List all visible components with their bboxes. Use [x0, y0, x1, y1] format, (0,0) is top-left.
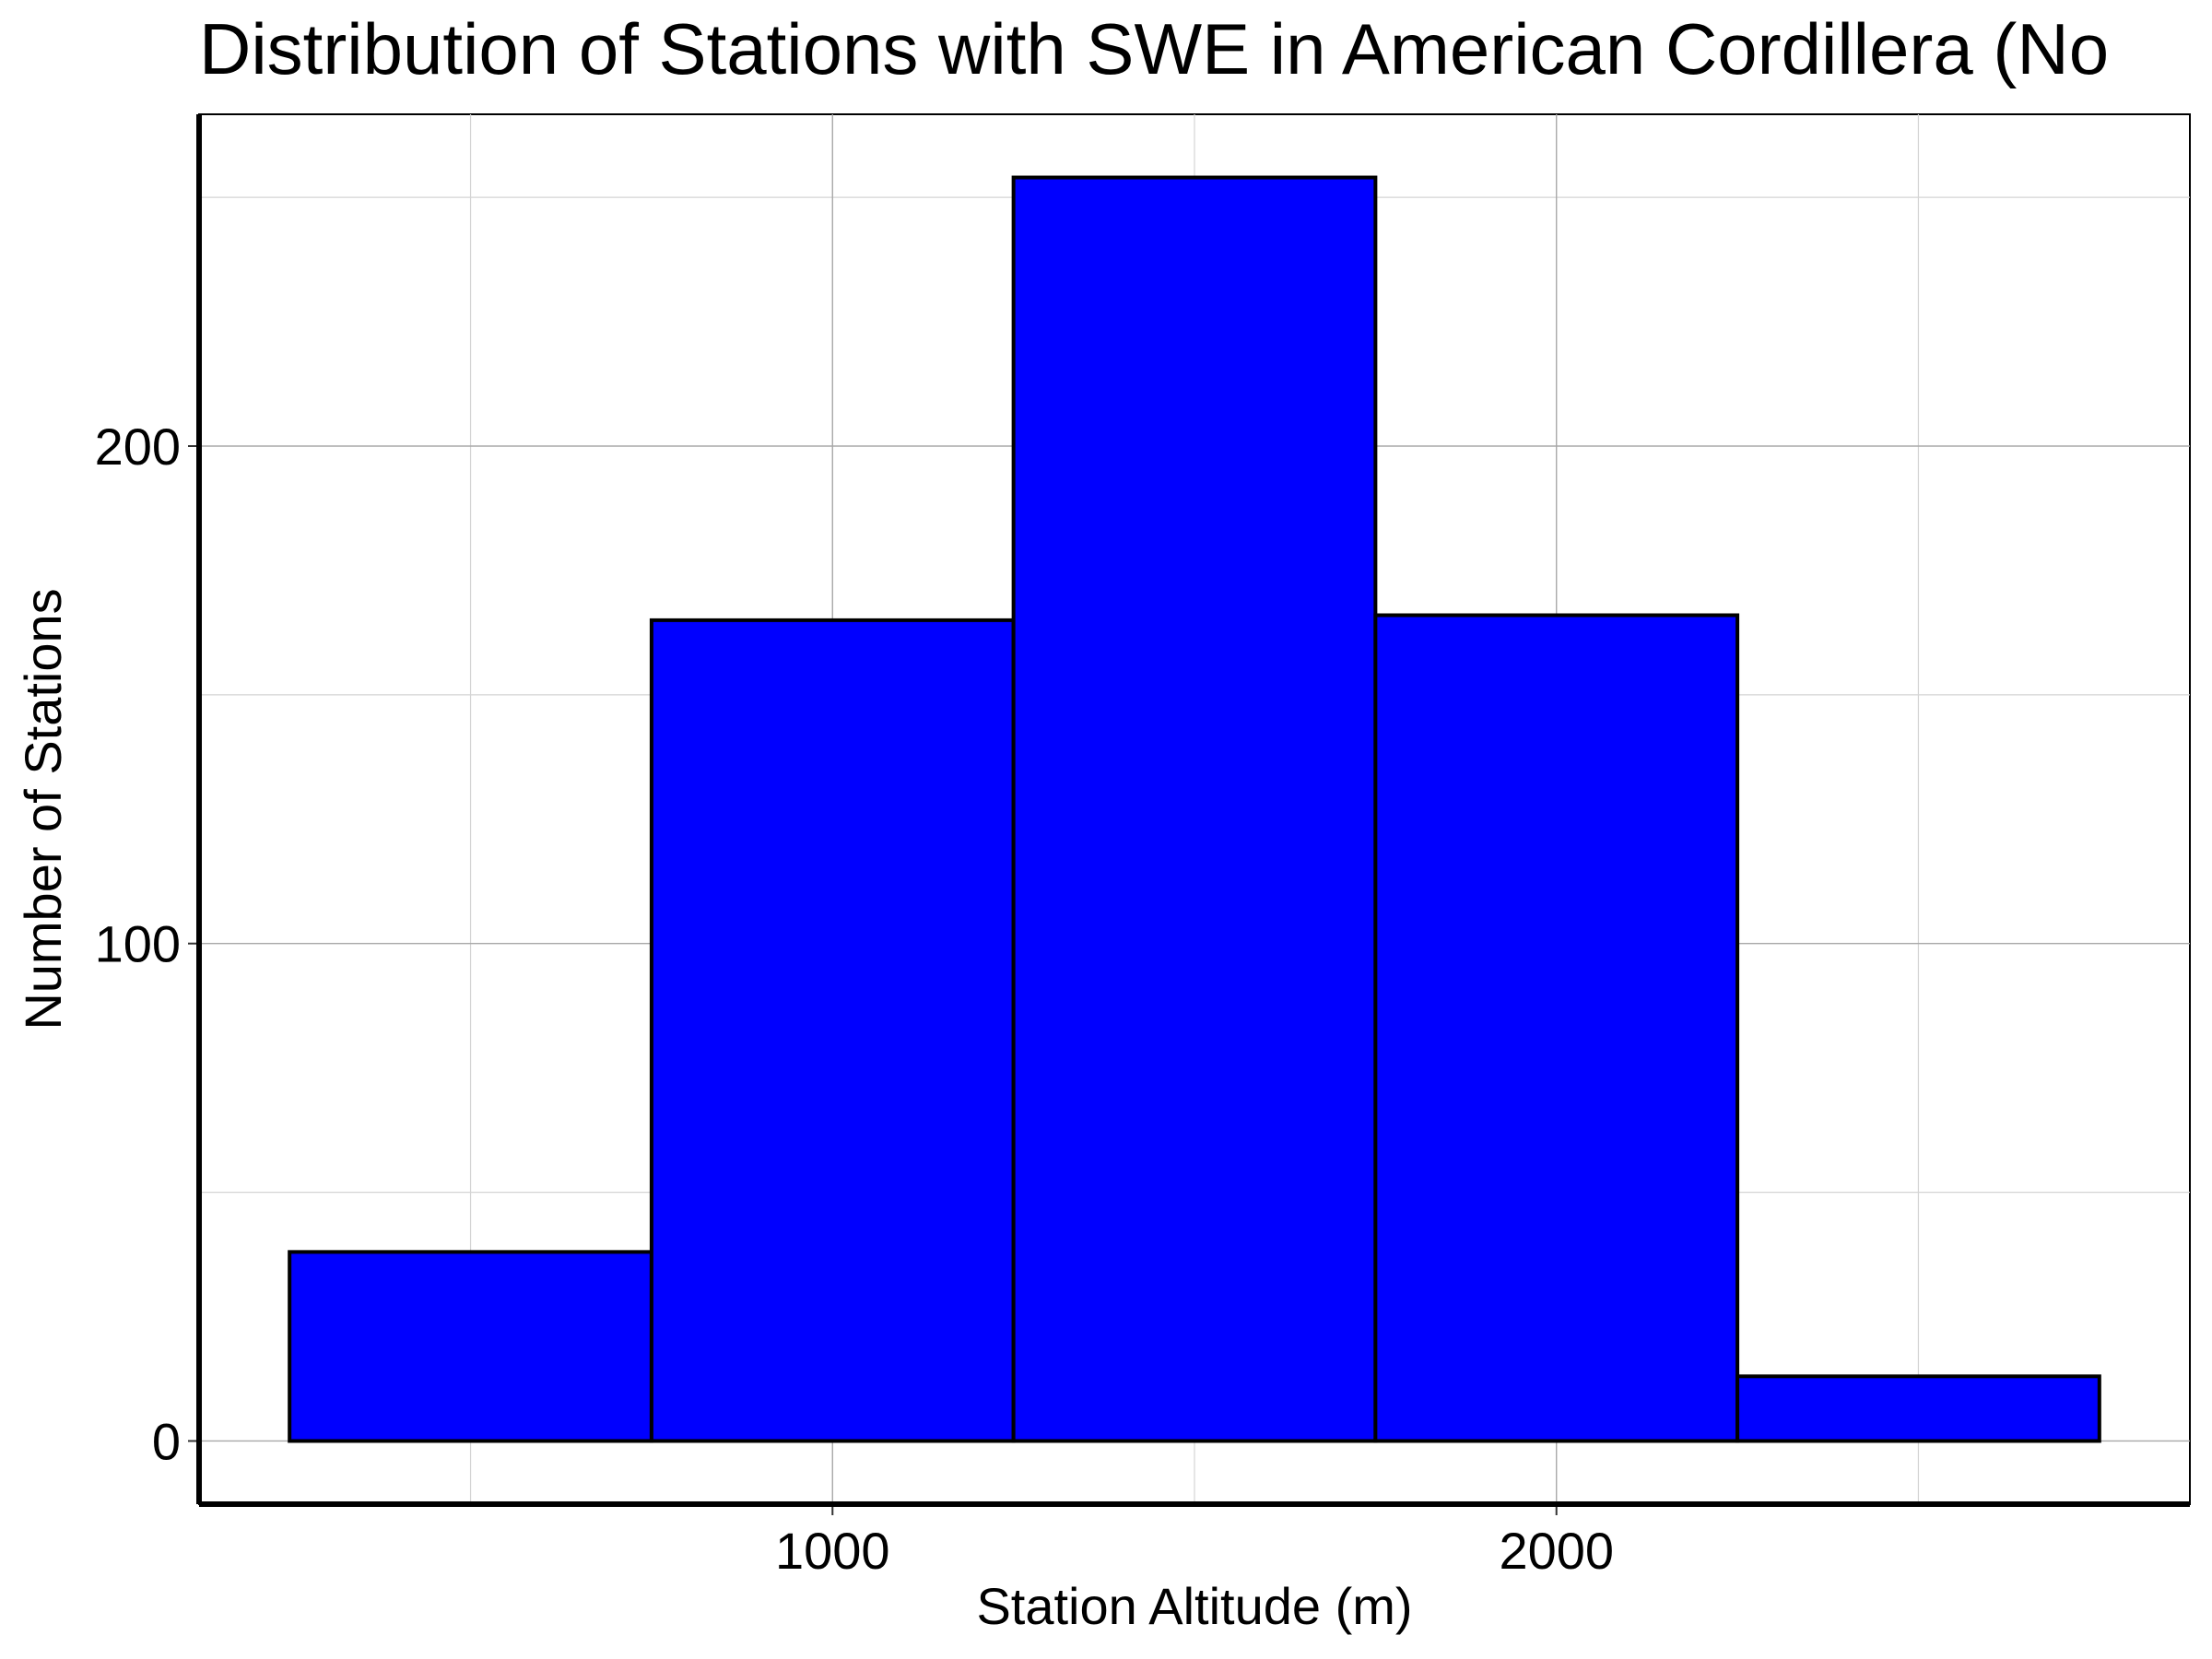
histogram-bars — [288, 175, 2101, 1443]
plot-area — [196, 113, 2191, 1507]
y-tick-label: 100 — [95, 915, 181, 973]
histogram-bar-2 — [649, 618, 1016, 1443]
axis-ticks: 1000 2000 0 100 200 — [95, 418, 1614, 1580]
histogram-bar-4 — [1373, 613, 1740, 1443]
histogram-bar-5 — [1735, 1374, 2101, 1443]
x-tick-label: 2000 — [1499, 1522, 1614, 1580]
y-axis-label: Number of Stations — [14, 588, 72, 1030]
x-axis-label: Station Altitude (m) — [976, 1577, 1412, 1635]
histogram-bar-1 — [288, 1250, 653, 1443]
y-tick-label: 200 — [95, 418, 181, 476]
chart-title: Distribution of Stations with SWE in Ame… — [199, 8, 2109, 89]
x-tick-label: 1000 — [775, 1522, 890, 1580]
histogram-bar-3 — [1011, 175, 1378, 1443]
y-tick-label: 0 — [152, 1412, 181, 1470]
